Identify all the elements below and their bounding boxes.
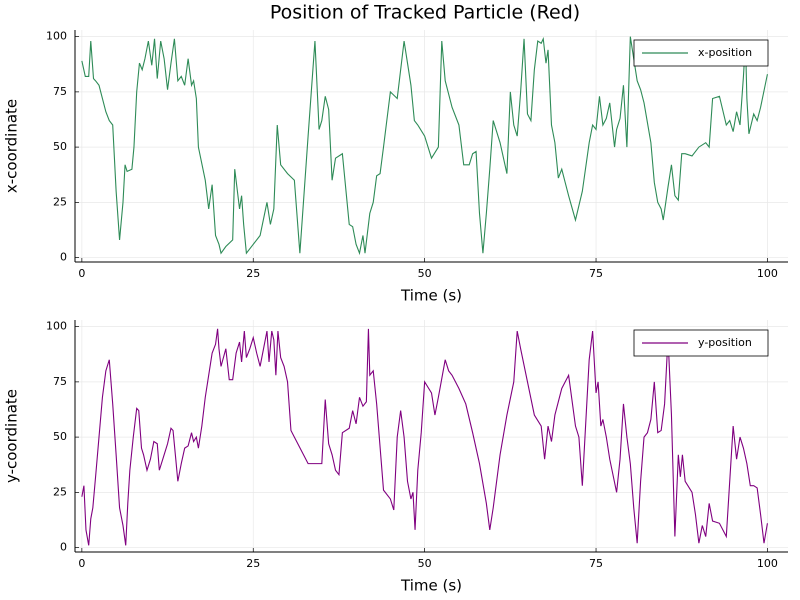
- x-axis-label: Time (s): [400, 287, 462, 305]
- data-line: [81, 36, 768, 256]
- chart-title: Position of Tracked Particle (Red): [270, 2, 580, 24]
- x-tick-label: 75: [589, 267, 603, 280]
- y-tick-label: 50: [53, 140, 67, 153]
- y-tick-label: 25: [53, 485, 67, 498]
- legend-label: x-position: [698, 46, 752, 59]
- y-tick-label: 75: [53, 85, 67, 98]
- y-tick-label: 25: [53, 195, 67, 208]
- x-tick-label: 0: [78, 557, 85, 570]
- y-tick-label: 75: [53, 375, 67, 388]
- data-line: [81, 328, 768, 546]
- x-axis-label: Time (s): [400, 577, 462, 595]
- x-tick-label: 100: [757, 267, 778, 280]
- x-tick-label: 25: [246, 267, 260, 280]
- y-axis-label: y-coordinate: [3, 389, 21, 483]
- y-axis-label: x-coordinate: [3, 99, 21, 193]
- x-tick-label: 25: [246, 557, 260, 570]
- x-tick-label: 0: [78, 267, 85, 280]
- y-tick-label: 50: [53, 430, 67, 443]
- y-tick-label: 100: [46, 320, 67, 333]
- x-tick-label: 50: [418, 267, 432, 280]
- legend-label: y-position: [698, 336, 752, 349]
- x-tick-label: 50: [418, 557, 432, 570]
- x-tick-label: 100: [757, 557, 778, 570]
- y-tick-label: 0: [60, 251, 67, 264]
- x-tick-label: 75: [589, 557, 603, 570]
- y-tick-label: 100: [46, 30, 67, 43]
- y-tick-label: 0: [60, 541, 67, 554]
